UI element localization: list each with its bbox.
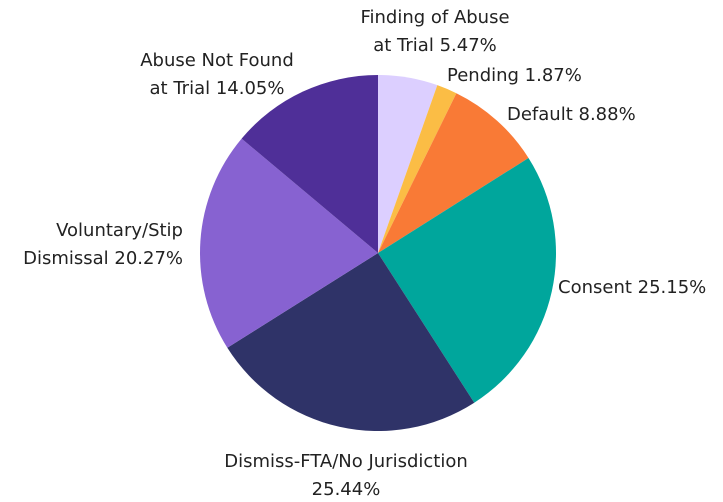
pie-slice xyxy=(378,157,556,403)
data-label: Pending 1.87% xyxy=(447,65,582,86)
data-label: Dismissal 20.27% xyxy=(23,248,183,269)
data-label: at Trial 14.05% xyxy=(150,78,285,99)
pie-slice xyxy=(241,75,378,253)
data-label: Default 8.88% xyxy=(507,104,636,125)
pie-slice xyxy=(378,85,457,254)
pie-slice xyxy=(378,93,529,253)
pie-slice xyxy=(378,75,438,253)
data-label: Abuse Not Found xyxy=(140,50,294,71)
pie-slice xyxy=(227,253,475,432)
data-label: Finding of Abuse xyxy=(360,7,509,28)
data-label: Consent 25.15% xyxy=(558,277,706,298)
data-label: 25.44% xyxy=(312,479,381,500)
pie-slice xyxy=(199,138,378,348)
data-label: Dismiss-FTA/No Jurisdiction xyxy=(224,451,468,472)
data-label: at Trial 5.47% xyxy=(373,35,497,56)
data-label: Voluntary/Stip xyxy=(56,220,183,241)
